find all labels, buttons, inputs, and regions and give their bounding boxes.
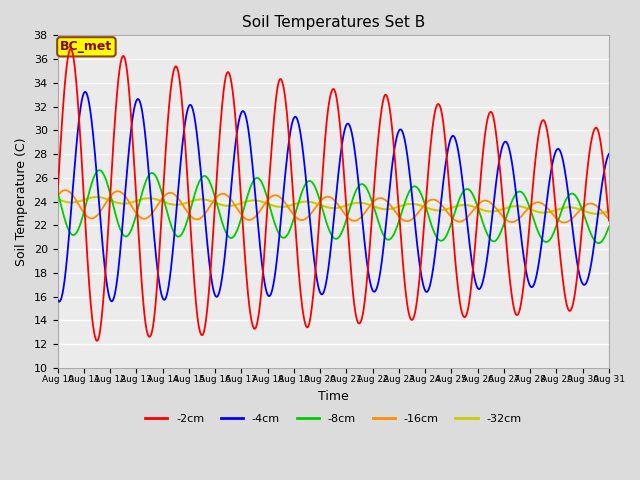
- X-axis label: Time: Time: [318, 390, 349, 403]
- Text: BC_met: BC_met: [60, 40, 113, 53]
- Title: Soil Temperatures Set B: Soil Temperatures Set B: [242, 15, 425, 30]
- Legend: -2cm, -4cm, -8cm, -16cm, -32cm: -2cm, -4cm, -8cm, -16cm, -32cm: [140, 410, 526, 429]
- Y-axis label: Soil Temperature (C): Soil Temperature (C): [15, 137, 28, 266]
